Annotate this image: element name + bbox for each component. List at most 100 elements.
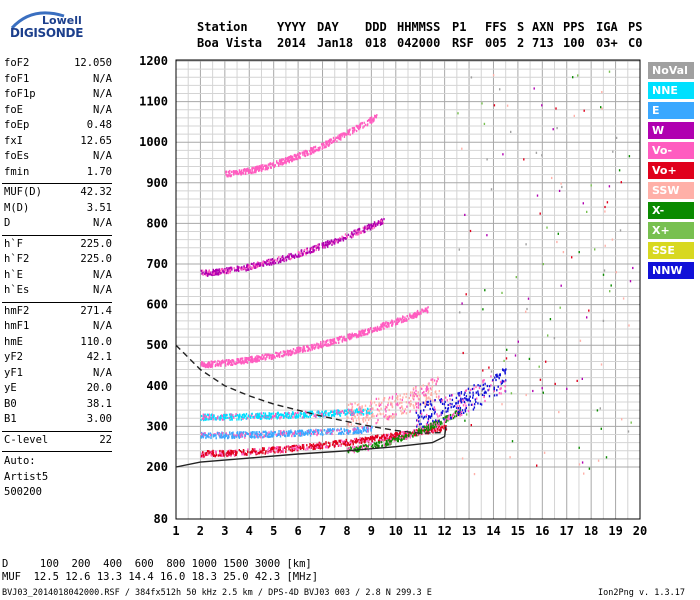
echo-point	[416, 419, 419, 422]
echo-point	[349, 402, 352, 405]
echo-point	[292, 348, 295, 351]
echo-point	[358, 424, 360, 428]
echo-point	[207, 362, 209, 365]
echo-point	[445, 410, 447, 413]
echo-point	[224, 433, 227, 436]
echo-point	[239, 434, 241, 437]
echo-point	[479, 402, 482, 405]
echo-point	[372, 407, 374, 410]
echo-point	[245, 412, 248, 416]
echo-point	[294, 434, 296, 437]
echo-point	[290, 446, 292, 449]
echo-point	[411, 315, 413, 319]
echo-point	[395, 433, 397, 436]
echo-point	[494, 376, 496, 379]
echo-point	[408, 317, 410, 320]
echo-point	[294, 445, 296, 448]
echo-point	[227, 361, 229, 364]
y-tick-label: 80	[154, 512, 168, 526]
echo-point	[352, 334, 355, 337]
echo-point	[284, 256, 287, 259]
echo-point	[355, 446, 358, 449]
echo-point	[316, 246, 319, 249]
echo-point	[493, 394, 496, 397]
echo-point	[495, 378, 497, 382]
echo-point	[357, 228, 359, 231]
echo-point	[238, 269, 240, 272]
echo-point	[462, 404, 465, 407]
plot-frame	[175, 59, 641, 520]
echo-point	[427, 310, 429, 314]
echo-point	[332, 414, 334, 417]
noise-point	[601, 107, 603, 110]
echo-point	[236, 358, 238, 361]
echo-point	[280, 430, 282, 433]
echo-point	[328, 138, 331, 141]
echo-point	[265, 450, 267, 453]
echo-point	[227, 175, 229, 178]
echo-point	[356, 336, 358, 339]
echo-point	[401, 317, 403, 320]
echo-point	[253, 448, 255, 451]
echo-point	[252, 361, 254, 364]
echo-point	[401, 431, 403, 434]
echo-point	[266, 259, 269, 263]
echo-point	[372, 330, 374, 333]
echo-point	[458, 394, 460, 397]
noise-point	[502, 153, 504, 156]
param-row: foF1p N/A	[2, 88, 112, 104]
echo-point	[262, 447, 264, 450]
echo-point	[392, 413, 394, 416]
echo-point	[206, 365, 208, 368]
echo-point	[229, 175, 231, 178]
echo-point	[504, 385, 506, 388]
echo-point	[257, 359, 259, 362]
echo-point	[280, 159, 282, 162]
echo-point	[233, 435, 235, 438]
param-row: fxI 12.65	[2, 135, 112, 151]
echo-point	[416, 419, 418, 422]
echo-point	[435, 383, 437, 386]
echo-point	[289, 350, 292, 353]
echo-point	[475, 385, 477, 389]
echo-point	[434, 423, 437, 426]
echo-point	[301, 444, 304, 447]
echo-point	[285, 157, 288, 160]
echo-point	[463, 400, 466, 403]
echo-point	[231, 450, 234, 453]
echo-point	[408, 435, 410, 438]
echo-point	[368, 118, 370, 122]
echo-point	[364, 123, 367, 126]
echo-point	[312, 431, 314, 434]
echo-point	[280, 260, 282, 263]
echo-point	[289, 253, 291, 256]
echo-point	[381, 435, 383, 438]
echo-point	[397, 317, 399, 320]
echo-point	[393, 435, 395, 438]
echo-point	[282, 447, 284, 450]
echo-point	[245, 269, 247, 272]
echo-point	[418, 420, 420, 423]
echo-point	[395, 403, 397, 406]
param-row: yF2 42.1	[2, 351, 112, 367]
echo-point	[342, 442, 344, 445]
noise-point	[554, 382, 556, 385]
echo-point	[414, 313, 416, 316]
echo-point	[455, 414, 458, 418]
echo-point	[219, 417, 221, 420]
echo-point	[264, 168, 266, 171]
echo-point	[292, 432, 294, 436]
echo-point	[324, 144, 326, 147]
noise-point	[464, 419, 466, 422]
echo-point	[333, 411, 335, 414]
noise-point	[560, 182, 562, 185]
echo-point	[461, 413, 463, 416]
echo-point	[427, 391, 429, 394]
echo-point	[365, 412, 368, 415]
echo-point	[483, 387, 485, 390]
header-label-2: DAY	[317, 20, 339, 34]
echo-point	[313, 343, 315, 346]
echo-point	[395, 413, 397, 416]
echo-point	[386, 443, 388, 446]
echo-point	[258, 262, 260, 265]
